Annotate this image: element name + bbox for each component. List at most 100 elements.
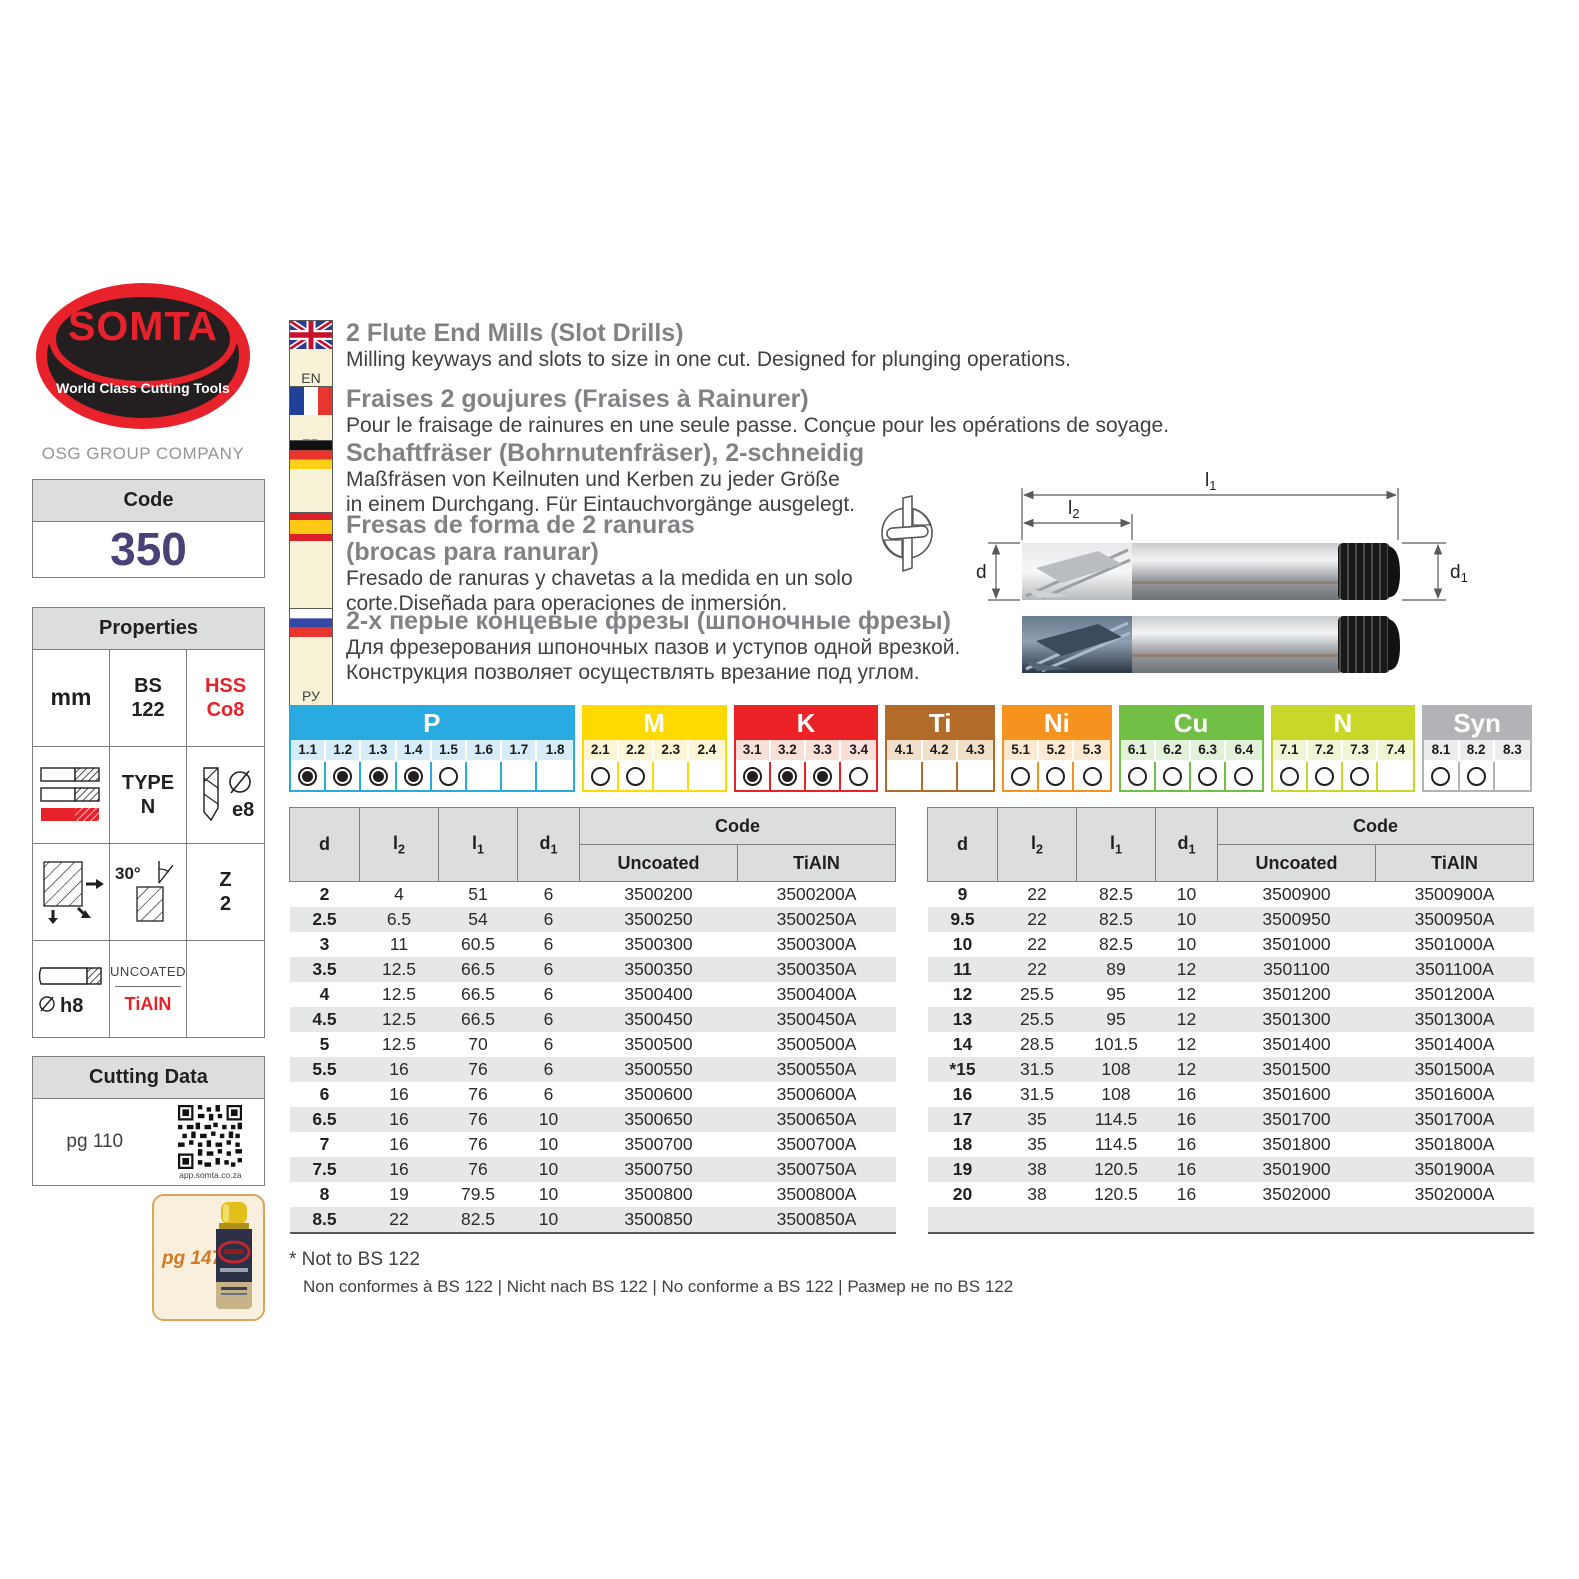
radio-empty-icon <box>1466 766 1486 786</box>
column-header-subscript: 1 <box>550 842 558 857</box>
cell: 3501200A <box>1414 984 1495 1004</box>
material-subgroup-label: 1.8 <box>537 740 573 762</box>
endmill-dimension-drawing: l1 l2 d d1 <box>976 470 1468 673</box>
cell: 17 <box>952 1109 973 1129</box>
language-code: РУ <box>302 688 320 704</box>
material-subgroup-label: 7.1 <box>1272 740 1308 762</box>
svg-text:h8: h8 <box>60 995 83 1017</box>
radio-empty-icon <box>1279 766 1299 786</box>
dim-label-d1: d1 <box>1450 562 1468 585</box>
cell: 31.5 <box>1019 1084 1055 1104</box>
material-subgroup-label: 2.1 <box>583 740 619 762</box>
code-column-header: Code <box>579 807 896 845</box>
material-radio-cell <box>361 762 397 790</box>
language-text: 2 Flute End Mills (Slot Drills) Milling k… <box>346 320 1071 372</box>
cell: 16 <box>1176 1134 1197 1154</box>
table-row: 20 38 120.5 16 3502000 3502000A <box>928 1182 1534 1207</box>
prop-z: Z <box>219 868 232 891</box>
cell: 6 <box>543 909 554 929</box>
cell: 3500550A <box>776 1059 857 1079</box>
cell: 3500400 <box>624 984 693 1004</box>
column-header-subscript: 1 <box>1115 842 1123 857</box>
table-header: d l2 l1 d1 Code Uncoated TiAlN <box>289 807 896 882</box>
prop-uncoated-label: UNCOATED <box>110 963 186 979</box>
cell: 10 <box>538 1109 559 1129</box>
qr-caption: app.somta.co.za <box>179 1169 242 1180</box>
cell: 16 <box>389 1084 409 1104</box>
prop-type: TYPE N <box>110 747 187 844</box>
material-section-cu: Cu 6.1 6.2 6.3 6.4 <box>1118 705 1264 792</box>
cell: 3500950A <box>1414 909 1495 929</box>
cell: 3500250 <box>624 909 693 929</box>
cell: 20 <box>952 1184 973 1204</box>
column-header-subscript: 1 <box>477 842 485 857</box>
cell: 5.5 <box>312 1059 337 1079</box>
column-header-text: d <box>319 834 330 854</box>
material-subgroup-label: 4.3 <box>957 740 994 762</box>
cell: 3500200A <box>776 884 857 904</box>
cell: 108 <box>1101 1059 1131 1079</box>
material-section-m: M 2.1 2.2 2.3 2.4 <box>581 705 727 792</box>
cell: 12 <box>952 984 973 1004</box>
material-number-row: 7.1 7.2 7.3 7.4 <box>1272 740 1414 762</box>
material-radio-cell <box>841 762 877 790</box>
endmill-uncoated-image <box>1022 543 1400 600</box>
qr-code-cell: app.somta.co.za <box>157 1099 264 1185</box>
cell: 3501900 <box>1262 1159 1331 1179</box>
prop-type-word: TYPE <box>121 771 175 794</box>
prop-shank-h8: h8 <box>33 941 110 1037</box>
table-row: 3.5 12.5 66.5 6 3500350 3500350A <box>289 957 896 982</box>
flag-es-icon <box>290 513 332 541</box>
material-radio-cell <box>735 762 771 790</box>
cell: 76 <box>468 1059 488 1079</box>
promo-page-ref: pg 147 <box>162 1248 223 1269</box>
prop-bs: BS <box>134 674 162 697</box>
cell: 114.5 <box>1094 1109 1138 1129</box>
cell: 16 <box>389 1059 409 1079</box>
cell: 16 <box>389 1159 409 1179</box>
material-subgroup-label: 1.4 <box>396 740 432 762</box>
cell: 3500850 <box>579 1207 738 1234</box>
cell: 79.5 <box>460 1184 496 1204</box>
radio-empty-icon <box>1046 766 1066 786</box>
language-body-line: in einem Durchgang. Für Eintauchvorgänge… <box>346 493 855 516</box>
prop-material: HSS Co8 <box>187 650 264 747</box>
radio-filled-icon <box>813 766 833 786</box>
table-row: 13 25.5 95 12 3501300 3501300A <box>927 1007 1534 1032</box>
radio-dot <box>407 770 419 782</box>
cell: 6 <box>543 1009 554 1029</box>
cell: 114.5 <box>1094 1134 1138 1154</box>
cutting-fluid-can-icon <box>216 1202 252 1309</box>
column-header-text: l <box>471 832 477 853</box>
cell: 12.5 <box>381 959 417 979</box>
column-header: l2 <box>359 807 439 882</box>
cell: 82.5 <box>1098 934 1134 954</box>
material-radio-cell <box>1424 762 1460 790</box>
cell: 3501300 <box>1262 1009 1331 1029</box>
column-header: l1 <box>1076 807 1156 882</box>
cell: 10 <box>517 1207 580 1234</box>
material-subgroup-label: 6.1 <box>1120 740 1156 762</box>
cell: 51 <box>468 884 488 904</box>
material-radio-cell <box>957 762 994 790</box>
cell: 3500750 <box>624 1159 693 1179</box>
material-subgroup-label: 2.4 <box>689 740 725 762</box>
cell: 12 <box>1176 959 1197 979</box>
radio-filled-icon <box>742 766 762 786</box>
material-section-ni: Ni 5.1 5.2 5.3 <box>1002 705 1112 792</box>
cell: 38 <box>1027 1159 1047 1179</box>
material-subgroup-label: 6.3 <box>1191 740 1227 762</box>
cell: 3500650A <box>776 1109 857 1129</box>
column-header: l2 <box>997 807 1077 882</box>
cell: 3501800A <box>1414 1134 1495 1154</box>
radio-filled-icon <box>777 766 797 786</box>
material-radio-cell <box>618 762 655 790</box>
column-header-text: d <box>1177 832 1189 853</box>
cell: 3501000 <box>1262 934 1331 954</box>
uncoated-column-header: Uncoated <box>1217 844 1376 882</box>
language-title-line: (brocas para ranurar) <box>346 538 599 566</box>
cell: 16 <box>952 1084 973 1104</box>
material-radio-cell <box>1074 762 1110 790</box>
cell: 35 <box>1027 1109 1047 1129</box>
column-header-text: l <box>392 832 398 853</box>
